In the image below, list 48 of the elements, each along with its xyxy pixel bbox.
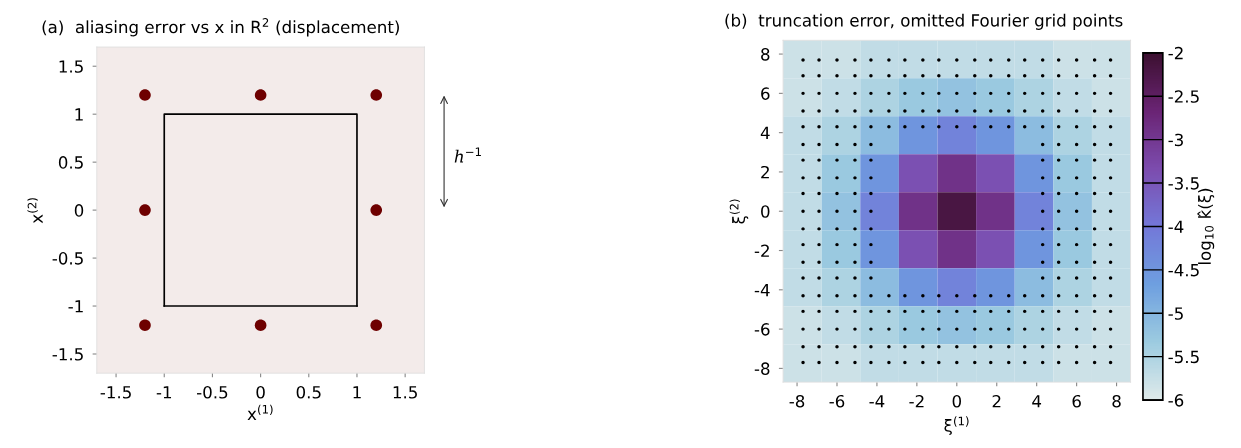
y-tick-label: 4: [760, 126, 770, 139]
chart-title: (a) aliasing error vs x in R$^{2}$ (displacement): [42, 17, 399, 37]
x-tick-label: 8: [1112, 394, 1121, 408]
y-tick-label: -1: [68, 300, 83, 313]
color-bar-label: -3: [1168, 133, 1183, 147]
y-tick-label: 0.5: [58, 156, 83, 169]
y-tick-label: -4: [754, 283, 770, 297]
x-tick-label: -4: [869, 395, 885, 408]
y-tick-label: 2: [761, 165, 769, 179]
y-tick-label: 1: [75, 108, 83, 121]
x-tick-label: -2: [909, 394, 924, 408]
color-bar-label: -4.5: [1168, 264, 1199, 277]
y-tick-label: -6: [754, 323, 770, 336]
x-axis-title: x$^{(1)}$: [247, 404, 273, 420]
color-bar-label: -2: [1168, 46, 1183, 60]
y-tick-label: 0: [74, 204, 84, 217]
x-tick-label: 0: [952, 394, 962, 408]
x-tick-label: 6: [1072, 394, 1081, 408]
color-bar-title: log$_{10}$ k̂(ξ): [1197, 188, 1215, 264]
x-axis-title: ξ$^{(1)}$: [944, 416, 969, 436]
color-bar-label: -5: [1168, 307, 1183, 320]
y-tick-label: -2: [754, 244, 769, 257]
color-bar-label: -4: [1168, 220, 1184, 233]
x-tick-label: 0.5: [296, 385, 321, 399]
x-tick-label: 0: [256, 385, 265, 399]
color-bar-label: -5.5: [1168, 350, 1199, 364]
text: h$^{−1}$: [454, 147, 481, 163]
x-tick-label: -0.5: [196, 385, 228, 399]
chart-title: (b) truncation error, omitted Fourier grid points: [725, 13, 1123, 30]
x-tick-label: 1.5: [393, 386, 417, 399]
x-tick-label: 2: [992, 394, 1001, 408]
x-tick-label: 1: [353, 386, 361, 399]
color-bar-label: -3.5: [1168, 177, 1199, 190]
x-tick-label: -8: [789, 394, 805, 408]
x-tick-label: -1.5: [100, 386, 131, 399]
y-tick-label: -0.5: [52, 252, 83, 265]
y-tick-label: -1.5: [52, 348, 83, 361]
y-tick-label: 0: [761, 205, 770, 218]
x-tick-label: -6: [829, 394, 845, 408]
x-tick-label: -1: [156, 386, 172, 399]
y-axis-title: ξ$^{(2)}$: [729, 199, 749, 224]
y-tick-label: 1.5: [59, 60, 83, 73]
color-bar-label: -2.5: [1168, 90, 1199, 103]
y-tick-label: -8: [754, 362, 770, 375]
y-tick-label: 8: [761, 48, 770, 61]
y-tick-label: 6: [761, 87, 770, 100]
y-axis-title: x$^{(2)}$: [27, 198, 43, 224]
x-tick-label: 4: [1032, 395, 1042, 408]
